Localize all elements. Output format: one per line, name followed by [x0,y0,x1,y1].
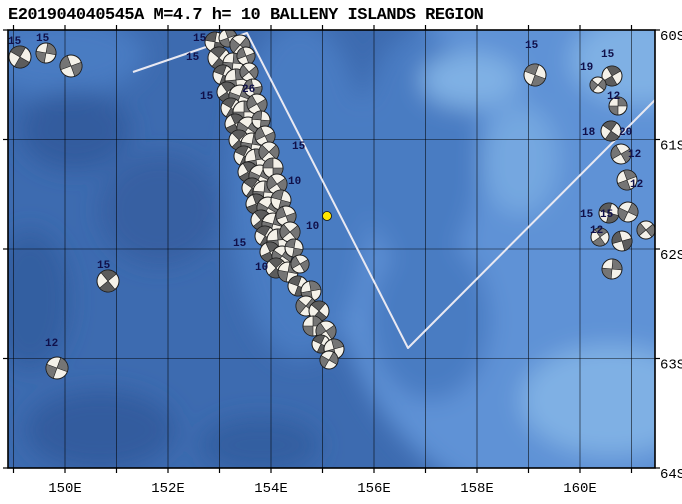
beachball-compression-quadrants [610,144,632,164]
map-frame-and-axes: 150E 152E 154E 156E 158E 160E 60S 61S 62S 63S 64S [3,25,682,497]
latitude-label: 60S [660,29,682,45]
focal-mechanism-beachball [8,45,32,69]
focal-mechanism-beachball [45,356,69,380]
depth-label: 10 [288,176,301,188]
depth-label: 15 [525,40,539,52]
focal-mechanism-beachball [319,350,339,370]
beachball-compression-quadrants [617,202,639,222]
beachball-compression-quadrants [290,255,310,273]
plot-title: E201904040545A M=4.7 h= 10 BALLENY ISLAN… [8,6,484,25]
main-event-marker [322,211,332,221]
focal-mechanism-beachball [616,169,638,191]
depth-label: 12 [590,225,603,237]
focal-mechanism-beachball [284,238,304,258]
beachball-compression-quadrants [601,258,623,280]
depth-label: 15 [580,209,594,221]
focal-mechanism-beachball [610,143,632,165]
depth-label: 15 [200,91,214,103]
focal-mechanism-beachball [601,258,623,280]
depth-label: 15 [292,141,306,153]
longitude-label: 154E [254,481,288,497]
beachball-compression-quadrants [608,96,628,116]
longitude-label: 150E [48,481,82,497]
beachball-compression-quadrants [35,42,57,64]
depth-label: 15 [600,209,614,221]
depth-label: 19 [580,62,593,74]
depth-label: 15 [186,52,200,64]
focal-mechanism-beachball [239,62,259,82]
beachball-compression-quadrants [589,78,607,92]
focal-mechanism-beachball [270,189,292,211]
depth-label: 15 [36,33,50,45]
longitude-label: 152E [151,481,185,497]
focal-mechanism-beachball [290,254,310,274]
depth-label: 15 [97,260,111,272]
focal-mechanism-beachball [35,42,57,64]
focal-mechanism-beachball [262,157,284,179]
focal-mechanism-beachball [608,96,628,116]
beachball-compression-quadrants [10,45,30,69]
depth-label: 12 [45,338,58,350]
depth-label: 12 [628,149,641,161]
beachball-compression-quadrants [279,223,301,241]
beachball-compression-quadrants [59,55,83,77]
latitude-label: 61S [660,139,682,155]
focal-mechanism-beachball [236,46,256,66]
focal-mechanism-beachball [600,120,622,142]
focal-mechanism-beachball [598,202,620,224]
longitude-label: 160E [563,481,597,497]
focal-mechanism-beachball [96,269,120,293]
beachball-compression-quadrants [602,120,620,142]
focal-mechanism-beachball [279,221,301,243]
beachball-compression-quadrants [45,357,69,379]
focal-mechanism-beachball [246,93,268,115]
beachball-compression-quadrants [524,63,546,87]
plate-boundary-line [132,32,655,349]
depth-label: 15 [193,33,207,45]
depth-label: 15 [601,49,615,61]
depth-label: 10 [306,221,319,233]
beachball-compression-quadrants [617,169,637,191]
longitude-label: 158E [460,481,494,497]
beachball-compression-quadrants [611,230,633,252]
beachball-compression-quadrants [319,351,339,369]
focal-mechanism-beachball [523,63,547,87]
focal-mechanism-beachball [611,230,633,252]
depth-label: 20 [619,127,632,139]
beachball-compression-quadrants [99,269,117,293]
focal-mechanism-beachball [243,78,263,98]
latitude-label: 64S [660,467,682,483]
depth-label: 26 [242,84,255,96]
depth-label: 18 [582,127,596,139]
focal-mechanism-beachball [617,201,639,223]
focal-mechanism-beachball [636,220,655,240]
depth-label: 15 [233,238,247,250]
beachball-compression-quadrants [592,227,608,247]
depth-label: 12 [607,91,620,103]
depth-label: 10 [255,262,268,274]
depth-label: 15 [8,36,22,48]
longitude-label: 156E [357,481,391,497]
depth-label: 12 [630,179,643,191]
focal-mechanism-beachball [590,227,610,247]
latitude-label: 62S [660,248,682,264]
focal-mechanism-beachball [589,76,607,94]
latitude-label: 63S [660,358,682,374]
focal-mechanism-beachball [258,141,280,163]
focal-mechanism-beachball [59,54,83,78]
